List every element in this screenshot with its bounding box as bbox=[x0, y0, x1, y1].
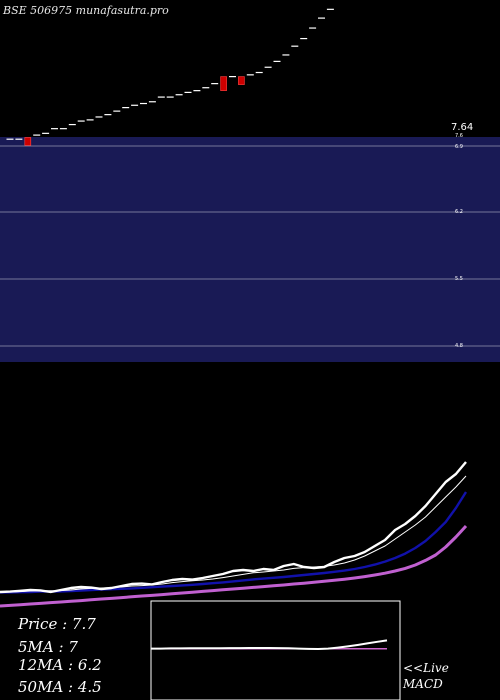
live-label: <<Live bbox=[403, 661, 449, 675]
price-band bbox=[0, 137, 500, 362]
chart-title: BSE 506975 munafasutra.pro bbox=[3, 4, 169, 17]
band-background bbox=[0, 137, 500, 362]
candle-2 bbox=[24, 137, 32, 146]
macd-line bbox=[151, 639, 388, 651]
legend-price: Price : 7.7 bbox=[18, 615, 96, 633]
legend-ma5: 5MA : 7 bbox=[18, 638, 78, 656]
ma5-line bbox=[0, 475, 467, 593]
legend-ma50: 50MA : 4.5 bbox=[18, 678, 102, 696]
axis-top-label: 7.64 bbox=[451, 122, 473, 133]
ma12-line bbox=[0, 491, 468, 594]
axis-tick-label: 5.5 bbox=[455, 276, 463, 282]
macd-panel bbox=[150, 600, 401, 700]
price-line bbox=[0, 461, 467, 594]
axis-tick-label: 7.6 bbox=[455, 133, 463, 139]
axis-tick-label: 6.9 bbox=[455, 144, 463, 150]
price-axis: 7.647.6 6.9 6.2 5.5 4.8 bbox=[451, 122, 473, 349]
candles bbox=[6, 8, 334, 146]
ma50-line bbox=[0, 524, 468, 608]
macd-label: MACD bbox=[403, 677, 443, 691]
live-macd-label: <<Live MACD bbox=[403, 660, 449, 692]
axis-tick-label: 4.8 bbox=[455, 343, 463, 349]
legend-ma12: 12MA : 6.2 bbox=[18, 656, 102, 674]
axis-tick-label: 6.2 bbox=[455, 209, 463, 215]
candle-26 bbox=[238, 76, 245, 85]
macd-box bbox=[150, 600, 401, 700]
candle-24 bbox=[220, 76, 227, 91]
moving-averages bbox=[0, 461, 468, 608]
